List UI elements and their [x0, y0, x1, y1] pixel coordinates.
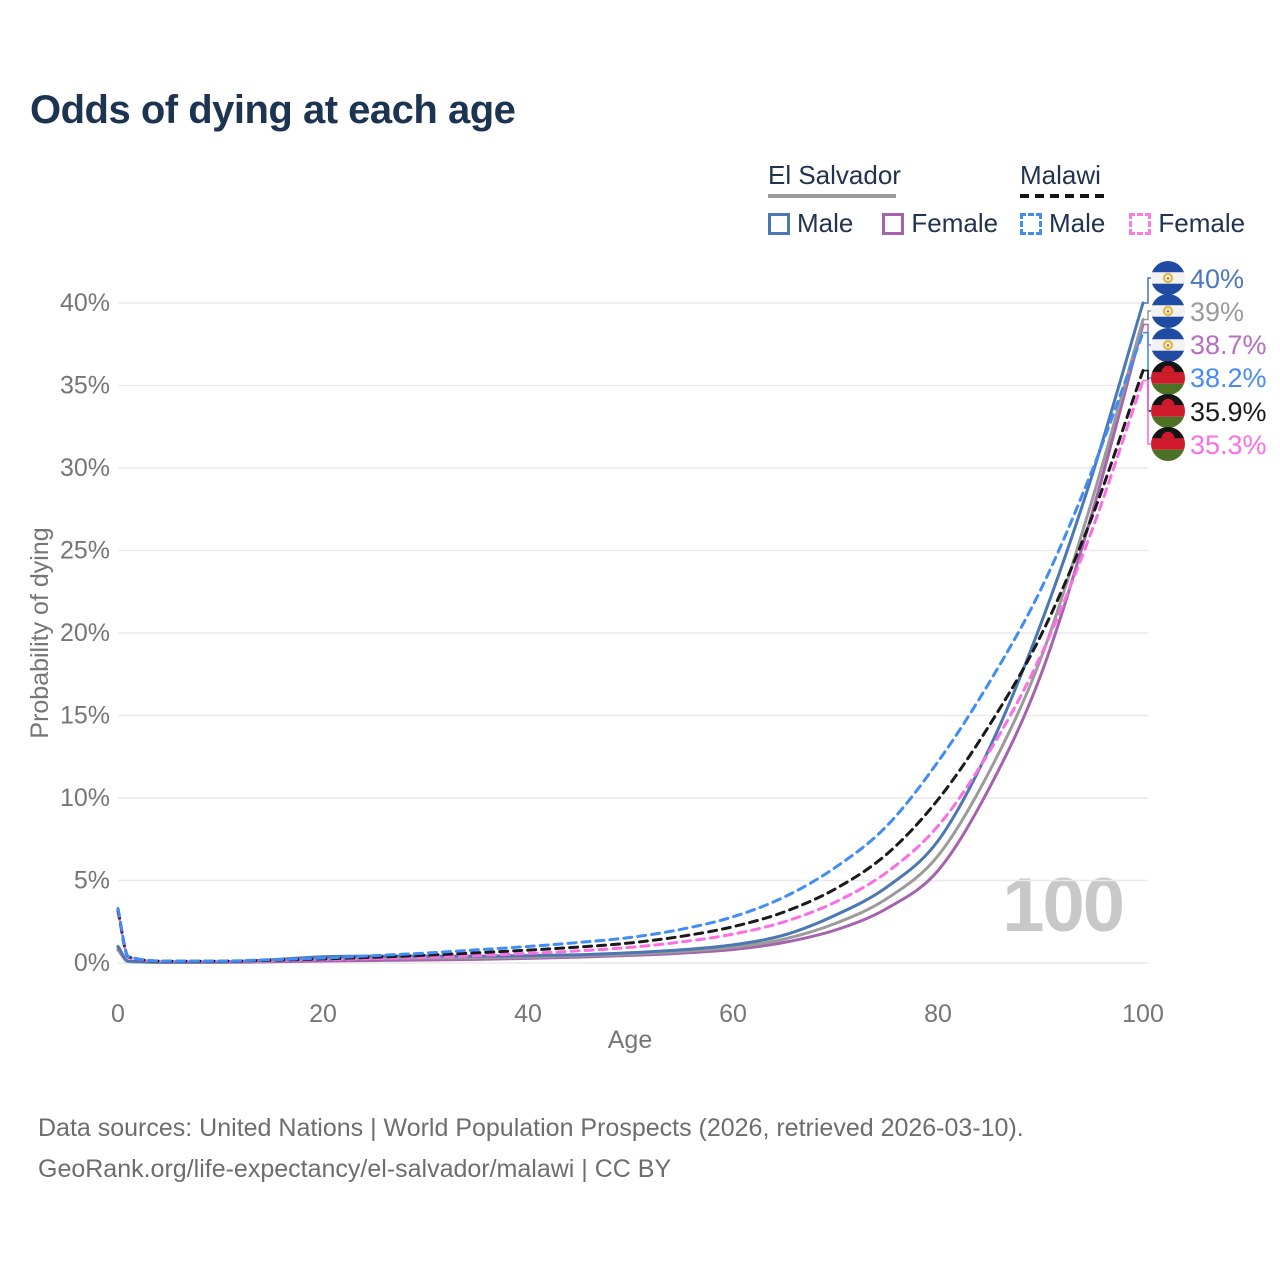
series-line-malawi-male: [116, 331, 1145, 963]
malawi-female-swatch: [1129, 212, 1152, 235]
x-tick-label: 40: [514, 1000, 542, 1028]
data-sources-line: Data sources: United Nations | World Pop…: [38, 1114, 1024, 1142]
legend: El Salvador Male Female Malawi Male: [0, 160, 1280, 240]
x-tick-label: 20: [309, 1000, 337, 1028]
series-lines: [116, 301, 1145, 964]
el-salvador-flag-icon: [1151, 294, 1185, 328]
end-label-value: 35.3%: [1190, 430, 1267, 460]
x-tick-label: 100: [1122, 1000, 1164, 1028]
legend-label-malawi-female: Female: [1158, 208, 1246, 238]
x-axis-tick-labels: 0 20 40 60 80 100: [111, 1000, 1164, 1028]
y-tick-label: 15%: [60, 702, 110, 730]
series-line-el-salvador-both-sexes: [116, 318, 1145, 964]
age-counter-watermark: 100: [1002, 863, 1125, 948]
y-axis-tick-labels: 0% 5% 10% 15% 20% 25% 30% 35% 40%: [60, 289, 110, 977]
malawi-line-swatch: [1020, 194, 1106, 198]
legend-items-el-salvador: Male Female: [768, 208, 998, 239]
legend-label-el-salvador-male: Male: [797, 208, 854, 238]
end-label-connector: [1143, 277, 1151, 304]
malawi-flag-icon: [1151, 427, 1185, 461]
end-label-connectors: [1143, 277, 1151, 445]
end-labels: 40% 39% 38.7% 38.2% 35.9% 35.3%: [1151, 261, 1267, 461]
end-label-value: 39%: [1190, 297, 1244, 327]
gridlines: [118, 302, 1148, 964]
georank-attribution-line: GeoRank.org/life-expectancy/el-salvador/…: [38, 1155, 672, 1183]
y-axis-title: Probability of dying: [26, 527, 54, 738]
y-tick-label: 10%: [60, 784, 110, 812]
end-label-value: 38.2%: [1190, 363, 1267, 393]
end-label-connector: [1143, 331, 1151, 379]
x-axis-title: Age: [608, 1026, 652, 1054]
y-tick-label: 40%: [60, 289, 110, 317]
y-tick-label: 30%: [60, 454, 110, 482]
x-tick-label: 0: [111, 1000, 125, 1028]
malawi-flag-icon: [1151, 361, 1185, 395]
legend-item-el-salvador-female[interactable]: Female: [882, 208, 998, 239]
end-label-value: 38.7%: [1190, 330, 1267, 360]
end-label-connector: [1143, 379, 1151, 445]
legend-item-malawi-male[interactable]: Male: [1020, 208, 1105, 239]
y-tick-label: 5%: [74, 867, 110, 895]
legend-group-malawi: Malawi Male Female: [1020, 160, 1245, 239]
el-salvador-female-swatch: [882, 212, 905, 235]
el-salvador-flag-icon: [1151, 328, 1185, 362]
end-label-connector: [1143, 323, 1151, 346]
page-title: Odds of dying at each age: [30, 88, 516, 132]
y-tick-label: 25%: [60, 537, 110, 565]
malawi-flag-icon: [1151, 394, 1185, 428]
legend-items-malawi: Male Female: [1020, 208, 1245, 239]
end-label-value: 40%: [1190, 264, 1244, 294]
legend-label-el-salvador-female: Female: [911, 208, 999, 238]
el-salvador-male-swatch: [768, 212, 790, 235]
legend-country-malawi: Malawi: [1020, 160, 1101, 190]
el-salvador-line-swatch: [768, 194, 896, 198]
legend-item-el-salvador-male[interactable]: Male: [768, 208, 853, 239]
series-line-malawi-both-sexes: [116, 369, 1145, 963]
x-tick-label: 80: [924, 1000, 952, 1028]
y-tick-label: 20%: [60, 619, 110, 647]
series-line-el-salvador-female: [116, 322, 1145, 964]
x-tick-label: 60: [719, 1000, 747, 1028]
y-tick-label: 35%: [60, 372, 110, 400]
end-label-value: 35.9%: [1190, 397, 1267, 427]
legend-group-el-salvador: El Salvador Male Female: [768, 160, 998, 239]
legend-item-malawi-female[interactable]: Female: [1129, 208, 1245, 239]
malawi-male-swatch: [1020, 212, 1042, 235]
legend-country-el-salvador: El Salvador: [768, 160, 901, 190]
el-salvador-flag-icon: [1151, 261, 1185, 295]
footer: Data sources: United Nations | World Pop…: [38, 1108, 1024, 1190]
legend-label-malawi-male: Male: [1049, 208, 1106, 238]
end-label-connector: [1143, 310, 1151, 321]
end-label-connector: [1143, 369, 1151, 412]
y-tick-label: 0%: [74, 949, 110, 977]
